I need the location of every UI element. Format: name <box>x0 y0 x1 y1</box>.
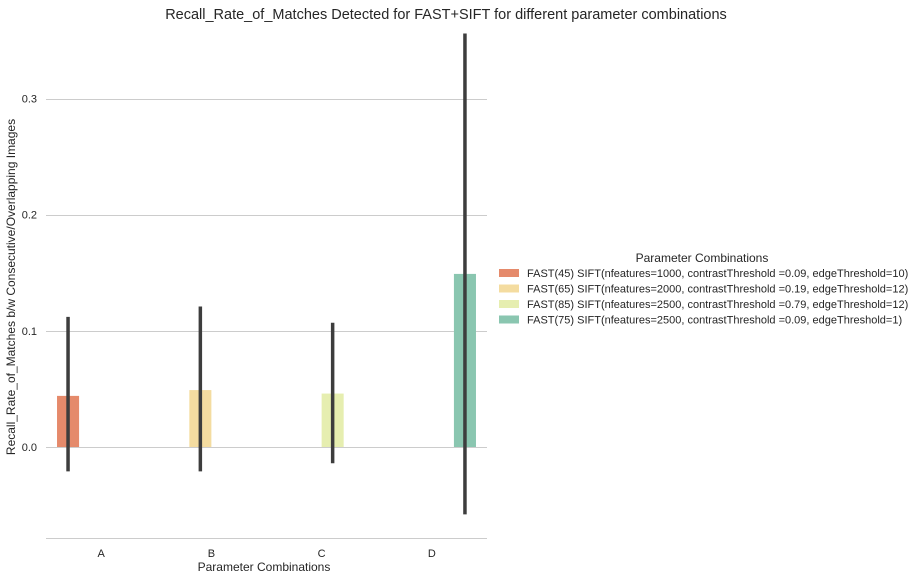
legend-label: FAST(85) SIFT(nfeatures=2500, contrastTh… <box>527 299 908 311</box>
legend-label: FAST(45) SIFT(nfeatures=1000, contrastTh… <box>527 268 908 280</box>
y-tick-label: 0.0 <box>22 442 37 454</box>
x-tick-label: B <box>208 548 215 560</box>
x-tick-label: D <box>428 548 436 560</box>
gridlines <box>46 99 487 448</box>
legend-label: FAST(65) SIFT(nfeatures=2000, contrastTh… <box>527 284 908 296</box>
x-tick-label: C <box>318 548 326 560</box>
y-tick-labels: 0.0 0.1 0.2 0.3 <box>22 94 37 455</box>
legend-swatch <box>499 315 519 324</box>
x-axis-title: Parameter Combinations <box>198 560 331 574</box>
legend-swatch <box>499 269 519 277</box>
legend-title: Parameter Combinations <box>636 251 769 265</box>
legend-label: FAST(75) SIFT(nfeatures=2500, contrastTh… <box>527 315 902 327</box>
y-tick-label: 0.3 <box>22 94 37 106</box>
legend-swatch <box>499 284 519 293</box>
y-axis-title: Recall_Rate_of_Matches b/w Consecutive/O… <box>4 119 18 455</box>
x-tick-labels: A B C D <box>97 548 435 560</box>
error-bars <box>66 33 467 515</box>
bars <box>57 273 476 447</box>
legend-swatch <box>499 300 519 308</box>
x-tick-label: A <box>97 548 105 560</box>
legend: Parameter Combinations FAST(45) SIFT(nfe… <box>499 251 908 327</box>
legend-items: FAST(45) SIFT(nfeatures=1000, contrastTh… <box>499 268 908 327</box>
y-tick-label: 0.1 <box>22 326 37 338</box>
chart-title: Recall_Rate_of_Matches Detected for FAST… <box>165 7 727 23</box>
y-tick-label: 0.2 <box>22 210 37 222</box>
